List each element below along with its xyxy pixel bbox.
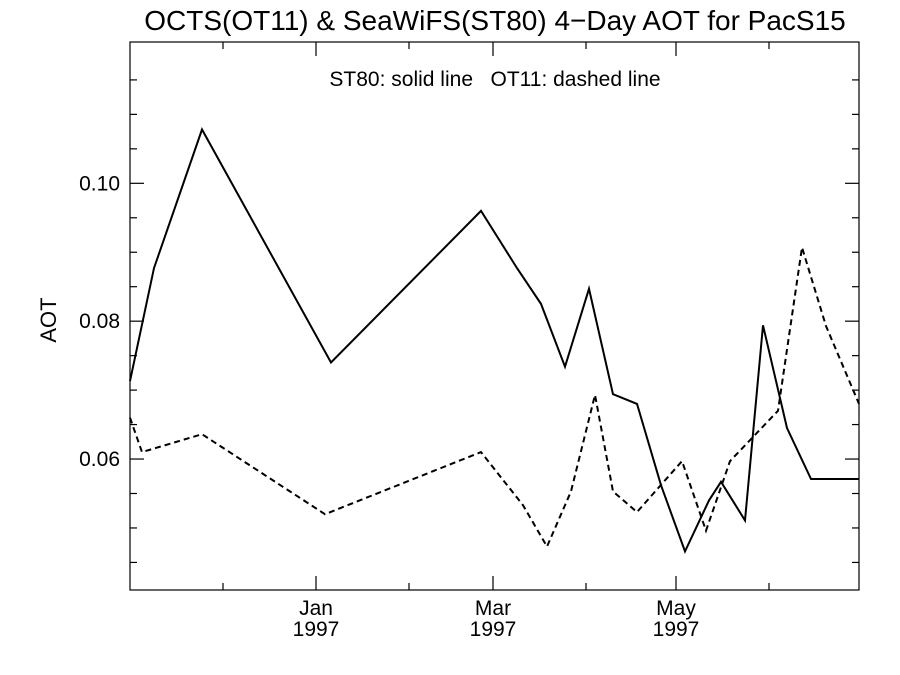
- plot-frame: [129, 41, 860, 591]
- y-tick-label: 0.06: [79, 448, 120, 471]
- y-tick-label: 0.08: [79, 310, 120, 333]
- y-axis-label: AOT: [36, 297, 61, 342]
- series-line-ot11: [129, 247, 860, 549]
- x-tick-label-year: 1997: [470, 618, 517, 641]
- x-tick-label-month: Mar: [475, 597, 511, 620]
- series-layer: [129, 127, 860, 555]
- x-tick-label-year: 1997: [653, 618, 700, 641]
- x-tick-label-year: 1997: [293, 618, 340, 641]
- legend-annotation: ST80: solid line OT11: dashed line: [329, 68, 660, 91]
- y-tick-label: 0.10: [79, 172, 120, 195]
- x-tick-label-month: May: [656, 597, 696, 620]
- chart-title: OCTS(OT11) & SeaWiFS(ST80) 4−Day AOT for…: [144, 5, 846, 36]
- series-line-st80: [129, 127, 859, 555]
- x-tick-label-month: Jan: [299, 597, 333, 620]
